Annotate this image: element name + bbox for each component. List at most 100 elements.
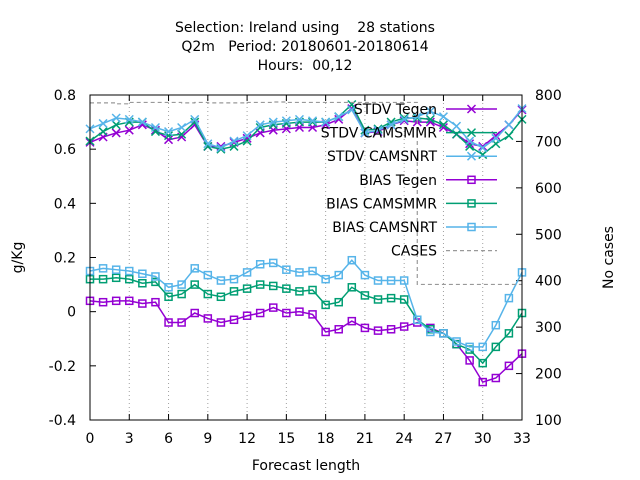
data-point <box>151 297 160 307</box>
data-point <box>373 326 383 335</box>
data-point <box>269 258 278 268</box>
data-point <box>399 114 409 124</box>
data-point <box>242 133 252 143</box>
data-point <box>347 316 357 326</box>
data-point <box>164 318 173 327</box>
y-tick-label: -0.2 <box>49 359 76 375</box>
data-point <box>111 265 121 274</box>
x-axis-label: Forecast length <box>252 458 360 474</box>
data-point <box>413 315 422 325</box>
data-point <box>203 270 213 280</box>
y2-tick-label: 500 <box>535 227 562 243</box>
data-point <box>203 289 213 299</box>
data-point <box>111 120 121 130</box>
data-point <box>255 280 265 289</box>
data-point <box>150 122 160 133</box>
data-point <box>138 269 147 278</box>
data-point <box>125 266 134 276</box>
data-point <box>347 283 357 292</box>
data-point <box>425 106 435 116</box>
data-point <box>491 320 501 330</box>
y-axis-label: g/Kg <box>10 242 26 274</box>
legend-label: STDV CAMSMMR <box>321 126 437 142</box>
legend-marker <box>467 199 476 208</box>
data-point <box>321 327 330 337</box>
data-point <box>386 120 396 130</box>
data-point <box>242 131 252 141</box>
data-point <box>478 143 488 153</box>
series-stdv-camsnrt <box>85 104 527 153</box>
data-point <box>295 287 304 296</box>
legend-marker <box>467 222 476 232</box>
data-point <box>242 284 252 293</box>
legend-label: BIAS CAMSMMR <box>326 196 437 212</box>
data-point <box>216 318 226 327</box>
y-tick-label: 0.8 <box>54 88 76 104</box>
data-point <box>347 255 357 265</box>
data-point <box>347 105 357 115</box>
data-point <box>321 274 330 284</box>
x-tick-label: 3 <box>125 431 134 447</box>
data-point <box>294 114 304 124</box>
data-point <box>438 120 448 130</box>
x-tick-label: 18 <box>317 431 335 447</box>
data-point <box>360 323 370 333</box>
legend-marker <box>466 128 477 138</box>
axis-ticks: 0 3 6 9 12 15 18 21 24 27 30 33 -0.4 -0.2 0 0.2 0.4 0.6 0.… <box>49 88 562 447</box>
title-line: Selection: Ireland using 28 stations <box>175 20 435 36</box>
data-point <box>308 266 317 276</box>
data-point <box>504 293 514 303</box>
data-point <box>478 150 488 160</box>
plot-frame <box>89 94 523 421</box>
data-point <box>452 337 461 346</box>
legend-label: STDV Tegen <box>354 102 437 118</box>
data-point <box>98 118 108 128</box>
series-line <box>90 101 522 286</box>
data-point <box>190 264 199 273</box>
data-point <box>164 292 173 302</box>
data-point <box>373 125 383 135</box>
data-point <box>465 342 474 352</box>
x-tick-label: 24 <box>395 431 413 447</box>
data-point <box>491 133 501 143</box>
data-point <box>164 283 173 292</box>
data-point <box>111 113 121 123</box>
data-point <box>386 276 396 285</box>
data-point <box>111 273 121 283</box>
data-point <box>308 285 317 295</box>
data-point <box>216 292 226 302</box>
data-point <box>164 131 174 141</box>
y2-tick-label: 200 <box>535 367 562 383</box>
data-point <box>295 268 304 277</box>
data-point <box>269 303 278 312</box>
series-line <box>89 103 523 156</box>
data-point <box>98 274 108 284</box>
data-point <box>373 295 383 304</box>
data-point <box>425 114 435 124</box>
legend-entry: CASES <box>391 244 497 260</box>
data-point <box>295 307 304 316</box>
data-point <box>98 264 108 273</box>
x-tick-label: 30 <box>474 431 492 447</box>
data-point <box>98 127 108 137</box>
data-point <box>504 131 514 141</box>
x-tick-label: 15 <box>277 431 295 447</box>
data-point <box>360 270 370 280</box>
data-point <box>321 300 330 310</box>
data-point <box>203 314 213 323</box>
data-point <box>216 143 226 153</box>
data-point <box>308 116 318 126</box>
data-point <box>124 125 134 135</box>
legend-entry: STDV Tegen <box>354 102 497 118</box>
x-tick-label: 27 <box>435 431 453 447</box>
data-point <box>373 276 383 285</box>
data-point <box>360 291 370 300</box>
data-point <box>281 116 291 126</box>
data-point <box>360 128 370 138</box>
chart-title: Selection: Ireland using 28 stations Q2m … <box>175 20 435 74</box>
data-point <box>386 293 396 303</box>
data-point <box>177 280 186 289</box>
data-point <box>321 117 331 127</box>
data-point <box>478 342 487 352</box>
